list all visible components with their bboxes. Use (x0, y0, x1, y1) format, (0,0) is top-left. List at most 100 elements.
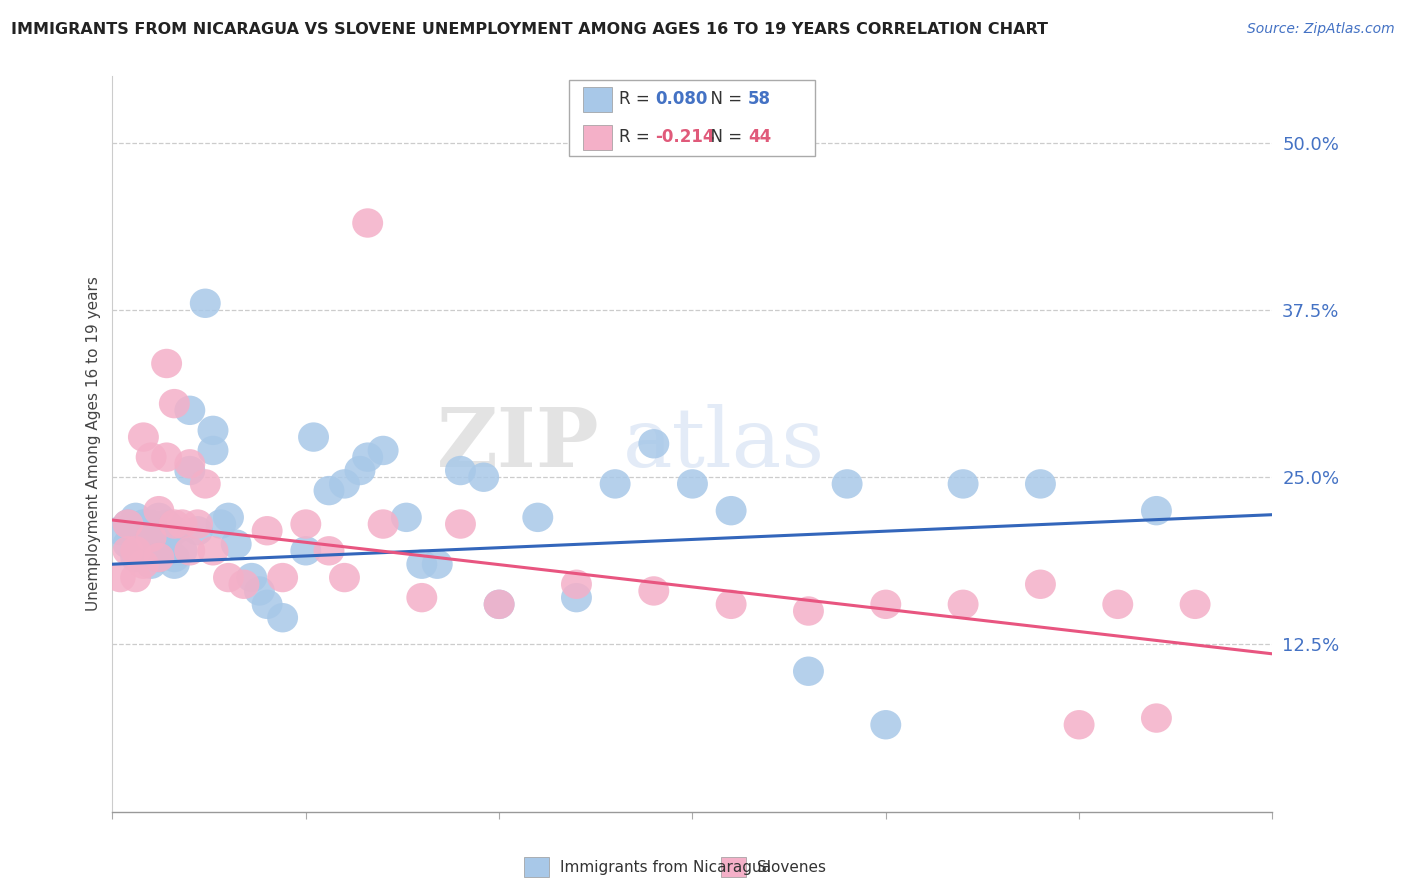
Y-axis label: Unemployment Among Ages 16 to 19 years: Unemployment Among Ages 16 to 19 years (86, 277, 101, 611)
Text: ZIP: ZIP (437, 404, 599, 483)
Ellipse shape (236, 563, 267, 592)
Ellipse shape (353, 208, 382, 237)
Ellipse shape (446, 456, 475, 485)
Ellipse shape (252, 590, 283, 619)
Ellipse shape (112, 509, 143, 539)
Ellipse shape (561, 583, 592, 612)
Text: N =: N = (700, 128, 748, 146)
Ellipse shape (121, 536, 152, 566)
Ellipse shape (143, 502, 174, 532)
Ellipse shape (214, 563, 245, 592)
Ellipse shape (174, 536, 205, 566)
Ellipse shape (183, 516, 214, 546)
Text: R =: R = (619, 90, 655, 108)
Ellipse shape (793, 657, 824, 686)
Ellipse shape (446, 509, 475, 539)
Ellipse shape (314, 536, 344, 566)
Ellipse shape (948, 469, 979, 499)
Ellipse shape (174, 396, 205, 425)
Ellipse shape (159, 542, 190, 573)
Ellipse shape (1102, 590, 1133, 619)
Ellipse shape (214, 502, 245, 532)
Ellipse shape (143, 542, 174, 573)
Ellipse shape (1180, 590, 1211, 619)
Ellipse shape (716, 590, 747, 619)
Ellipse shape (291, 509, 322, 539)
Ellipse shape (128, 549, 159, 579)
Ellipse shape (391, 502, 422, 532)
Text: 44: 44 (748, 128, 772, 146)
Text: 0.080: 0.080 (655, 90, 707, 108)
Ellipse shape (197, 536, 229, 566)
Ellipse shape (128, 422, 159, 451)
Ellipse shape (793, 596, 824, 626)
Ellipse shape (484, 590, 515, 619)
Ellipse shape (143, 496, 174, 525)
Ellipse shape (870, 710, 901, 739)
Ellipse shape (1025, 569, 1056, 599)
Ellipse shape (221, 529, 252, 558)
Ellipse shape (159, 516, 190, 546)
Text: R =: R = (619, 128, 655, 146)
Ellipse shape (600, 469, 631, 499)
Ellipse shape (135, 442, 167, 472)
Ellipse shape (121, 563, 152, 592)
Ellipse shape (716, 496, 747, 525)
Ellipse shape (112, 536, 143, 566)
Ellipse shape (152, 529, 183, 558)
Ellipse shape (190, 288, 221, 318)
Ellipse shape (344, 456, 375, 485)
Ellipse shape (166, 509, 197, 539)
Ellipse shape (159, 549, 190, 579)
Text: IMMIGRANTS FROM NICARAGUA VS SLOVENE UNEMPLOYMENT AMONG AGES 16 TO 19 YEARS CORR: IMMIGRANTS FROM NICARAGUA VS SLOVENE UNE… (11, 22, 1049, 37)
Ellipse shape (112, 509, 143, 539)
Ellipse shape (267, 563, 298, 592)
Ellipse shape (245, 576, 276, 606)
Ellipse shape (174, 456, 205, 485)
Ellipse shape (1025, 469, 1056, 499)
Ellipse shape (152, 509, 183, 539)
Ellipse shape (197, 416, 229, 445)
Ellipse shape (159, 389, 190, 418)
Ellipse shape (298, 422, 329, 451)
Ellipse shape (229, 569, 260, 599)
Ellipse shape (561, 569, 592, 599)
Ellipse shape (329, 469, 360, 499)
Text: Source: ZipAtlas.com: Source: ZipAtlas.com (1247, 22, 1395, 37)
Ellipse shape (190, 469, 221, 499)
Ellipse shape (368, 509, 399, 539)
Ellipse shape (135, 536, 167, 566)
Ellipse shape (143, 516, 174, 546)
Ellipse shape (329, 563, 360, 592)
Ellipse shape (406, 549, 437, 579)
Ellipse shape (1142, 703, 1173, 733)
Ellipse shape (152, 536, 183, 566)
Ellipse shape (128, 509, 159, 539)
Ellipse shape (422, 549, 453, 579)
Ellipse shape (197, 435, 229, 466)
Ellipse shape (112, 529, 143, 558)
Ellipse shape (104, 516, 135, 546)
Ellipse shape (1142, 496, 1173, 525)
Text: 58: 58 (748, 90, 770, 108)
Ellipse shape (166, 536, 197, 566)
Ellipse shape (948, 590, 979, 619)
Ellipse shape (468, 462, 499, 492)
Text: Slovenes: Slovenes (756, 860, 827, 874)
Text: N =: N = (700, 90, 748, 108)
Ellipse shape (183, 509, 214, 539)
Ellipse shape (174, 449, 205, 478)
Ellipse shape (128, 529, 159, 558)
Text: -0.214: -0.214 (655, 128, 714, 146)
Ellipse shape (638, 576, 669, 606)
Ellipse shape (1064, 710, 1094, 739)
Ellipse shape (121, 502, 152, 532)
Ellipse shape (678, 469, 709, 499)
Ellipse shape (314, 476, 344, 505)
Ellipse shape (638, 429, 669, 458)
Ellipse shape (353, 442, 382, 472)
Text: atlas: atlas (623, 404, 825, 483)
Ellipse shape (152, 442, 183, 472)
Ellipse shape (104, 563, 135, 592)
Ellipse shape (252, 516, 283, 546)
